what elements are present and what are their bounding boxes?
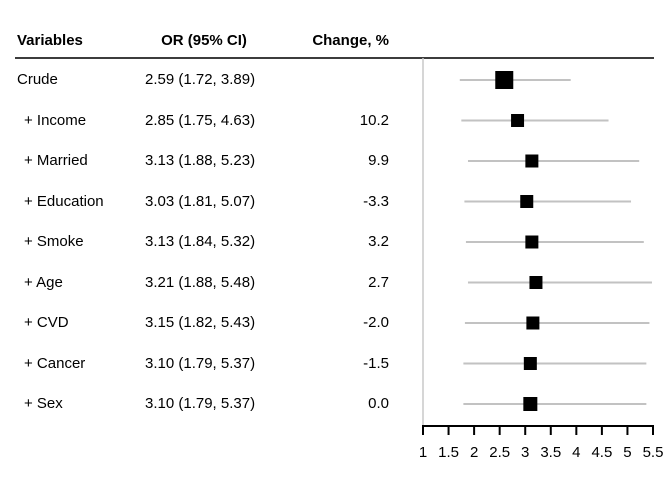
or-ci-value: 3.13 (1.84, 5.32)	[145, 233, 256, 250]
variable-label: + Smoke	[24, 233, 84, 250]
or-box	[525, 154, 539, 168]
change-percent-value: -2.0	[363, 314, 389, 331]
variable-label: + Sex	[24, 395, 63, 412]
or-box	[511, 114, 525, 127]
x-axis-tick-label: 1	[419, 444, 427, 461]
table-row: + Sex 3.10 (1.79, 5.37) 0.0	[0, 394, 400, 414]
change-percent-value: 0.0	[368, 395, 389, 412]
or-ci-value: 2.59 (1.72, 3.89)	[145, 71, 256, 88]
or-box	[523, 357, 537, 370]
table-row: + CVD 3.15 (1.82, 5.43) -2.0	[0, 313, 400, 333]
or-ci-value: 3.10 (1.79, 5.37)	[145, 395, 256, 412]
table-row: + Income 2.85 (1.75, 4.63) 10.2	[0, 111, 400, 131]
x-axis-tick-label: 4	[572, 444, 580, 461]
x-axis-tick-label: 5.5	[643, 444, 664, 461]
or-box	[526, 316, 540, 330]
column-header-variables: Variables	[17, 32, 83, 49]
or-box	[523, 397, 538, 411]
change-percent-value: 3.2	[368, 233, 389, 250]
table-row: + Age 3.21 (1.88, 5.48) 2.7	[0, 273, 400, 293]
or-box	[525, 235, 539, 249]
column-header-or-ci: OR (95% CI)	[161, 32, 247, 49]
change-percent-value: -1.5	[363, 354, 389, 372]
variable-label: + Cancer	[24, 354, 86, 372]
change-percent-value: 10.2	[359, 111, 389, 129]
or-ci-value: 3.21 (1.88, 5.48)	[145, 273, 256, 291]
variable-label: + Income	[24, 111, 87, 129]
variable-label: + Age	[24, 273, 63, 291]
table-row: + Cancer 3.10 (1.79, 5.37) -1.5	[0, 354, 400, 374]
change-percent-value: 9.9	[368, 152, 389, 169]
x-axis-tick-label: 3	[521, 444, 529, 461]
x-axis-tick-label: 2.5	[489, 444, 510, 461]
table-row: + Smoke 3.13 (1.84, 5.32) 3.2	[0, 232, 400, 252]
x-axis-tick-label: 3.5	[540, 444, 561, 461]
variable-label: + CVD	[24, 314, 69, 331]
or-box	[529, 276, 543, 289]
column-header-change-percent: Change, %	[312, 32, 389, 49]
x-axis-tick-label: 5	[623, 444, 631, 461]
x-axis-tick-label: 1.5	[438, 444, 459, 461]
or-ci-value: 3.03 (1.81, 5.07)	[145, 192, 256, 210]
x-axis-tick-label: 2	[470, 444, 478, 461]
change-percent-value: -3.3	[363, 192, 389, 210]
variable-label: + Married	[24, 152, 88, 169]
x-axis-tick-label: 4.5	[591, 444, 612, 461]
table-row: + Married 3.13 (1.88, 5.23) 9.9	[0, 151, 400, 171]
table-row: Crude 2.59 (1.72, 3.89)	[0, 70, 400, 90]
or-ci-value: 3.13 (1.88, 5.23)	[145, 152, 256, 169]
or-box	[520, 195, 534, 208]
or-ci-value: 3.10 (1.79, 5.37)	[145, 354, 256, 372]
variable-label: Crude	[17, 71, 58, 88]
change-percent-value: 2.7	[368, 273, 389, 291]
or-ci-value: 3.15 (1.82, 5.43)	[145, 314, 256, 331]
header-divider-line	[15, 57, 654, 59]
or-ci-value: 2.85 (1.75, 4.63)	[145, 111, 256, 129]
variable-label: + Education	[24, 192, 104, 210]
or-box	[495, 71, 514, 89]
table-row: + Education 3.03 (1.81, 5.07) -3.3	[0, 192, 400, 212]
